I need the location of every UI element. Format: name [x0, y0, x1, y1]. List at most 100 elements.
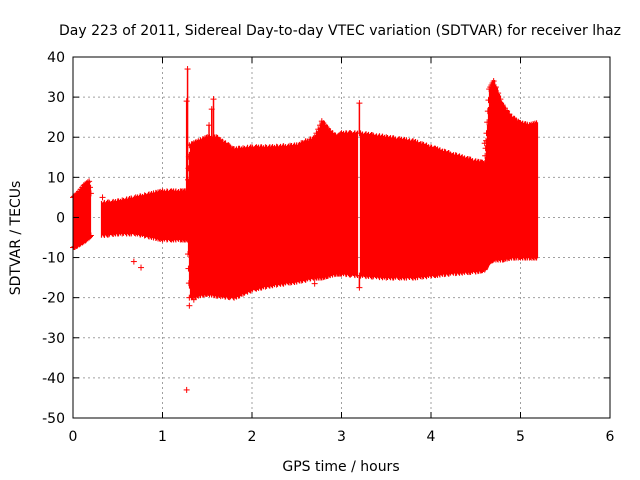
edge-marker [489, 257, 496, 264]
x-tick-label: 5 [516, 429, 525, 445]
edge-marker [506, 111, 513, 118]
edge-marker [84, 179, 91, 186]
y-tick-label: 40 [47, 50, 65, 66]
outlier-point [183, 386, 190, 393]
edge-marker [141, 232, 148, 239]
edge-marker [266, 282, 273, 289]
edge-marker [313, 130, 320, 137]
edge-marker [410, 138, 417, 145]
outlier-point [186, 302, 193, 309]
edge-marker [280, 280, 287, 287]
edge-marker [86, 178, 93, 185]
edge-marker [307, 136, 314, 143]
edge-marker [146, 233, 153, 240]
edge-marker [466, 156, 473, 163]
edge-marker [485, 97, 492, 104]
y-tick-label: -10 [42, 251, 65, 267]
edge-marker [428, 272, 434, 279]
edge-marker [436, 271, 443, 278]
outlier-point [130, 258, 137, 265]
y-axis-label: SDTVAR / TECUs [8, 181, 24, 296]
edge-marker [273, 281, 280, 288]
edge-marker [244, 144, 251, 151]
y-tick-label: -30 [42, 331, 65, 347]
data-series [70, 66, 539, 393]
edge-marker [419, 273, 426, 280]
edge-marker [217, 137, 224, 144]
edge-marker [287, 142, 294, 149]
edge-marker [240, 145, 247, 152]
y-tick-label: 30 [47, 90, 65, 106]
edge-marker [73, 191, 80, 198]
x-tick-label: 6 [606, 429, 615, 445]
edge-marker [369, 273, 376, 280]
edge-marker [222, 140, 229, 147]
x-tick-label: 0 [69, 429, 78, 445]
edge-marker [105, 199, 112, 206]
edge-marker [492, 84, 499, 91]
edge-marker [132, 194, 139, 201]
edge-marker [141, 192, 148, 199]
edge-marker [445, 150, 452, 157]
edge-marker [185, 251, 192, 258]
edge-marker [249, 286, 255, 293]
edge-marker [484, 119, 491, 126]
edge-marker [396, 136, 403, 143]
edge-marker [87, 190, 94, 197]
edge-marker [105, 231, 112, 238]
outlier-point [311, 280, 318, 287]
edge-marker [403, 274, 410, 281]
edge-marker [504, 108, 511, 115]
edge-marker [499, 102, 506, 109]
edge-marker [302, 138, 309, 145]
edge-marker [338, 270, 345, 277]
edge-marker [389, 274, 396, 281]
spike-point [184, 66, 191, 73]
edge-marker [363, 131, 370, 138]
edge-marker [428, 144, 434, 151]
edge-marker [441, 148, 448, 155]
edge-marker [293, 142, 300, 149]
edge-marker [87, 232, 94, 239]
edge-marker [114, 198, 121, 205]
spike-point [183, 98, 190, 105]
axis-ticks: 0 1 2 3 4 5 6 -50 -40 -30 -20 -10 0 10 20 30 40 [42, 50, 614, 445]
edge-marker [436, 147, 443, 154]
edge-marker [482, 152, 489, 159]
edge-marker [298, 277, 305, 284]
edge-marker [481, 160, 488, 167]
edge-marker [298, 140, 305, 147]
edge-marker [490, 78, 497, 85]
edge-marker [101, 199, 108, 206]
edge-marker [311, 134, 318, 141]
edge-marker [441, 271, 448, 278]
edge-marker [423, 273, 430, 280]
edge-marker [110, 230, 117, 237]
edge-marker [280, 143, 287, 150]
edge-marker [132, 230, 139, 237]
x-tick-label: 2 [248, 429, 257, 445]
edge-marker [222, 293, 229, 300]
spike-point [356, 100, 363, 107]
edge-marker [287, 279, 294, 286]
edge-marker [123, 196, 130, 203]
edge-marker [128, 195, 135, 202]
edge-marker [531, 254, 538, 261]
y-tick-label: -50 [42, 411, 65, 427]
edge-marker [389, 135, 396, 142]
edge-marker [235, 145, 242, 152]
edge-marker [403, 137, 410, 144]
y-tick-label: 20 [47, 130, 65, 146]
edge-marker [452, 270, 459, 277]
chart-title: Day 223 of 2011, Sidereal Day-to-day VTE… [59, 23, 621, 39]
edge-marker [432, 145, 439, 152]
x-axis-label: GPS time / hours [282, 459, 399, 475]
edge-marker [231, 146, 238, 153]
y-tick-label: -40 [42, 371, 65, 387]
edge-marker [423, 142, 430, 149]
edge-marker [226, 294, 233, 301]
spike-point [356, 284, 363, 291]
edge-marker [383, 274, 390, 281]
edge-marker [466, 269, 473, 276]
edge-marker [226, 143, 233, 150]
